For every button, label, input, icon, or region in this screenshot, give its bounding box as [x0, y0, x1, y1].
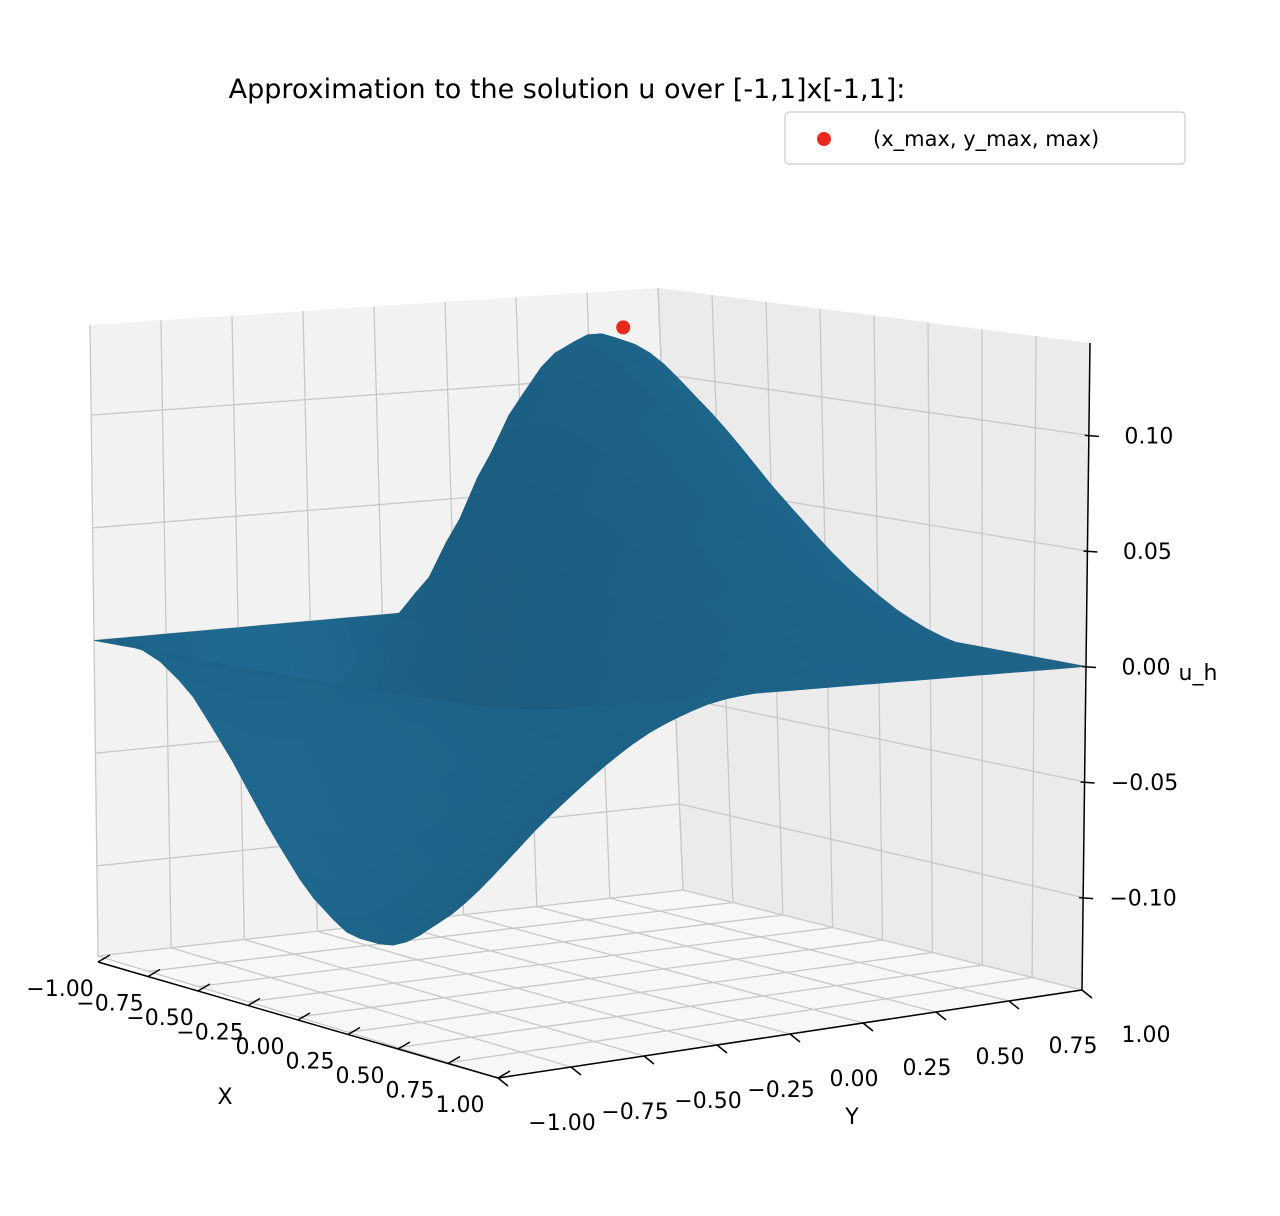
y-tick-label: 0.00 — [830, 1067, 879, 1092]
z-tick-label: −0.05 — [1111, 771, 1178, 796]
grid-line-y — [397, 329, 983, 1049]
z-tick-label: 0.05 — [1123, 540, 1172, 565]
surface-patch — [486, 709, 520, 715]
legend-box — [784, 111, 1186, 165]
x-tick-mark — [147, 968, 161, 978]
x-tick-label: 0.00 — [236, 1035, 285, 1060]
grid-line-y — [347, 322, 934, 1033]
z-tick-label: 0.00 — [1122, 656, 1171, 681]
x-tick-mark — [497, 1070, 511, 1079]
y-tick-label: −0.50 — [674, 1089, 741, 1114]
grid-line-y — [297, 315, 884, 1018]
x-axis-label: X — [217, 1085, 232, 1110]
chart-title: Approximation to the solution u over [-1… — [229, 74, 906, 105]
x-tick-label: −1.00 — [26, 977, 93, 1002]
x-tick-mark — [197, 983, 211, 992]
y-tick-label: −0.25 — [747, 1078, 814, 1103]
z-tick-mark — [1080, 781, 1095, 784]
y-tick-mark — [935, 1011, 947, 1021]
z-tick-label: −0.10 — [1109, 887, 1176, 912]
y-tick-mark — [570, 1066, 582, 1076]
z-tick-mark — [1084, 434, 1099, 438]
y-tick-mark — [1081, 989, 1093, 999]
x-tick-mark — [447, 1055, 461, 1065]
y-axis-label: Y — [844, 1105, 859, 1130]
legend-marker — [817, 132, 831, 146]
x-tick-mark — [347, 1026, 361, 1036]
grid-line-y — [247, 308, 834, 1003]
z-tick-mark — [1083, 550, 1098, 553]
x-tick-label: −0.50 — [126, 1006, 193, 1031]
y-tick-label: 0.25 — [903, 1056, 952, 1081]
z-tick-label: 0.10 — [1124, 424, 1173, 449]
x-tick-label: −0.75 — [76, 992, 143, 1017]
z-axis-label: u_h — [1179, 661, 1218, 686]
x-tick-mark — [297, 1012, 311, 1021]
z-tick-mark — [1081, 665, 1097, 669]
y-tick-label: 0.50 — [976, 1045, 1025, 1070]
y-tick-mark — [1008, 1000, 1020, 1010]
x-tick-mark — [397, 1041, 411, 1050]
legend-label: (x_max, y_max, max) — [873, 127, 1099, 152]
x-tick-label: 0.75 — [386, 1079, 435, 1104]
x-tick-label: 0.50 — [336, 1064, 385, 1089]
y-tick-label: 0.75 — [1049, 1034, 1098, 1059]
y-tick-label: −0.75 — [601, 1100, 668, 1125]
y-tick-label: −1.00 — [528, 1111, 595, 1136]
x-tick-mark — [97, 954, 111, 963]
y-tick-mark — [716, 1044, 728, 1054]
x-tick-label: 0.25 — [286, 1050, 335, 1075]
z-tick-mark — [1079, 896, 1094, 900]
x-tick-label: 1.00 — [436, 1093, 485, 1118]
grid-line-y — [447, 336, 1037, 1064]
y-tick-mark — [862, 1022, 874, 1032]
y-tick-label: 1.00 — [1122, 1023, 1171, 1048]
y-tick-mark — [789, 1033, 801, 1043]
max-point-marker — [616, 320, 631, 335]
y-tick-mark — [497, 1077, 509, 1087]
y-tick-mark — [643, 1055, 655, 1065]
tick-labels: −1.00−0.75−0.50−0.250.000.250.500.751.00… — [26, 424, 1178, 1136]
x-tick-label: −0.25 — [176, 1021, 243, 1046]
legend: (x_max, y_max, max) — [784, 111, 1186, 165]
x-tick-mark — [247, 997, 261, 1007]
surface-mesh — [93, 320, 1087, 946]
